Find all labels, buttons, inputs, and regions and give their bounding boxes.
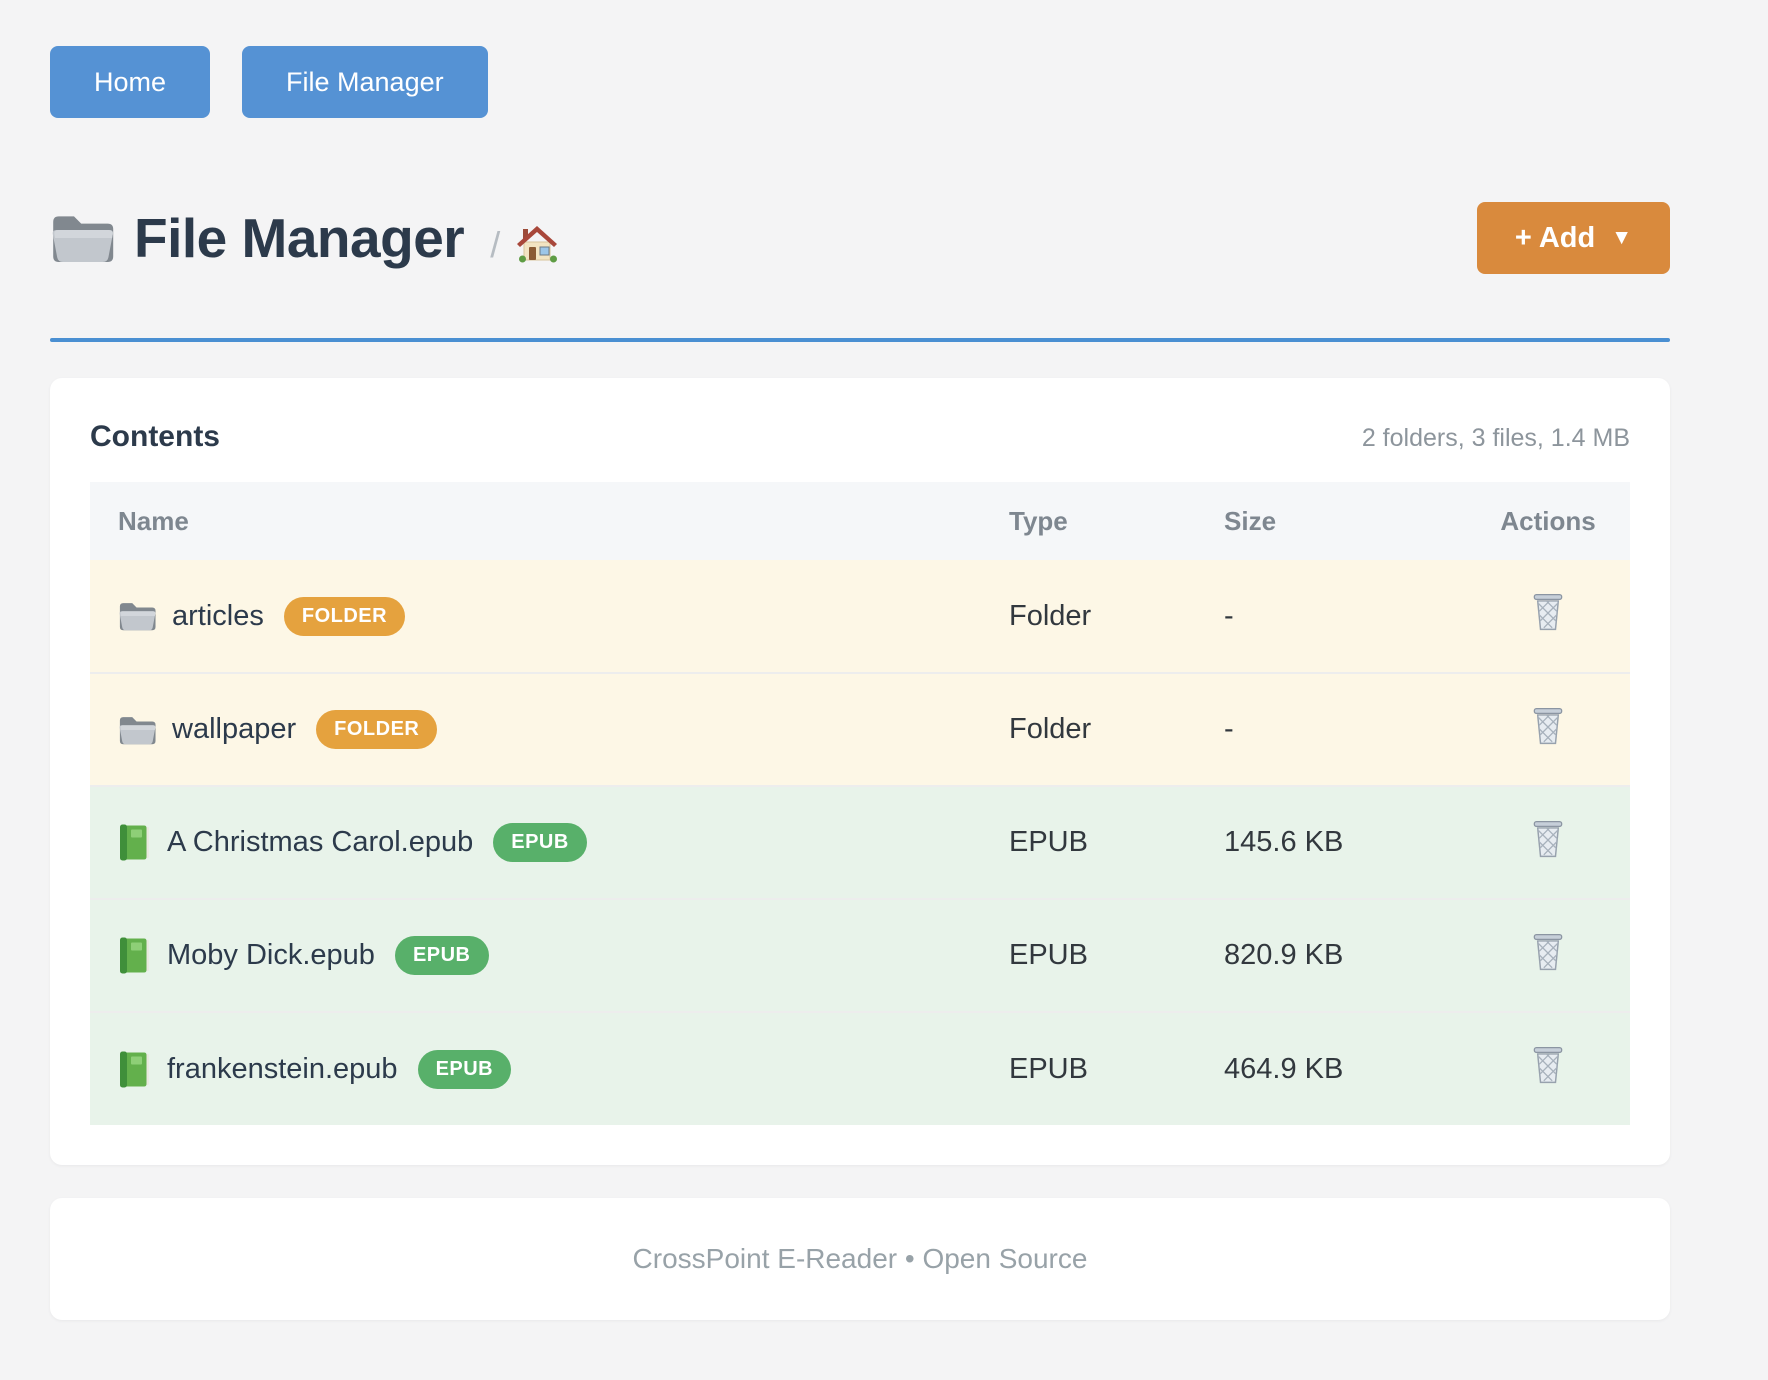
table-header-row: Name Type Size Actions: [90, 482, 1630, 560]
delete-button[interactable]: [1531, 1045, 1565, 1085]
green-book-icon: [118, 824, 151, 861]
file-size: 464.9 KB: [1196, 1011, 1466, 1125]
contents-summary: 2 folders, 3 files, 1.4 MB: [1361, 424, 1630, 452]
type-badge: EPUB: [417, 1049, 512, 1089]
footer-text: CrossPoint E-Reader • Open Source: [632, 1243, 1088, 1274]
type-badge: FOLDER: [316, 710, 438, 749]
file-size: 145.6 KB: [1196, 785, 1466, 899]
house-icon[interactable]: [514, 212, 560, 264]
accent-rule: [50, 338, 1670, 342]
file-name[interactable]: frankenstein.epub: [167, 1052, 398, 1085]
file-name[interactable]: articles: [172, 599, 264, 632]
delete-button[interactable]: [1531, 706, 1565, 746]
green-book-icon: [118, 937, 151, 974]
caret-down-icon: ▼: [1611, 226, 1632, 249]
delete-button[interactable]: [1531, 592, 1565, 632]
column-header-type: Type: [981, 482, 1196, 560]
table-row[interactable]: Moby Dick.epub EPUB EPUB 820.9 KB: [90, 898, 1630, 1012]
wastebasket-icon: [1531, 1045, 1565, 1085]
file-name[interactable]: wallpaper: [172, 713, 297, 745]
wastebasket-icon: [1531, 819, 1565, 859]
table-row[interactable]: frankenstein.epub EPUB EPUB 464.9 KB: [90, 1011, 1630, 1125]
folder-icon: [118, 600, 156, 632]
delete-button[interactable]: [1531, 932, 1565, 972]
file-table: Name Type Size Actions articles FOLDER F…: [90, 482, 1630, 1125]
table-row[interactable]: wallpaper FOLDER Folder -: [90, 672, 1630, 786]
file-name[interactable]: A Christmas Carol.epub: [167, 826, 474, 858]
table-row[interactable]: articles FOLDER Folder -: [90, 560, 1630, 673]
type-badge: EPUB: [394, 936, 489, 975]
page-header: File Manager / + Add ▼: [50, 202, 1670, 274]
file-size: -: [1196, 560, 1466, 673]
type-badge: FOLDER: [283, 596, 406, 636]
contents-title: Contents: [90, 420, 220, 453]
file-type: EPUB: [981, 898, 1196, 1012]
add-button[interactable]: + Add ▼: [1476, 202, 1670, 274]
top-nav: Home File Manager: [50, 46, 1670, 118]
folder-icon: [118, 714, 156, 746]
file-type: Folder: [981, 672, 1196, 786]
footer: CrossPoint E-Reader • Open Source: [50, 1198, 1670, 1320]
file-name[interactable]: Moby Dick.epub: [167, 939, 375, 971]
green-book-icon: [118, 1051, 151, 1088]
folder-icon: [50, 212, 114, 264]
add-button-label: + Add: [1514, 221, 1596, 254]
file-manager-button[interactable]: File Manager: [242, 46, 488, 118]
home-button[interactable]: Home: [50, 46, 211, 118]
file-size: -: [1196, 672, 1466, 786]
column-header-name: Name: [90, 482, 981, 560]
file-size: 820.9 KB: [1196, 898, 1466, 1012]
file-type: EPUB: [981, 1011, 1196, 1125]
wastebasket-icon: [1531, 706, 1565, 746]
file-type: Folder: [981, 560, 1196, 673]
contents-card: Contents 2 folders, 3 files, 1.4 MB Name…: [50, 378, 1670, 1165]
page-title: File Manager: [134, 207, 465, 269]
wastebasket-icon: [1531, 592, 1565, 632]
table-row[interactable]: A Christmas Carol.epub EPUB EPUB 145.6 K…: [90, 785, 1630, 899]
file-type: EPUB: [981, 785, 1196, 899]
column-header-actions: Actions: [1466, 482, 1630, 560]
breadcrumb-separator: /: [490, 224, 501, 265]
delete-button[interactable]: [1531, 819, 1565, 859]
type-badge: EPUB: [493, 823, 587, 862]
wastebasket-icon: [1531, 932, 1565, 972]
column-header-size: Size: [1196, 482, 1466, 560]
